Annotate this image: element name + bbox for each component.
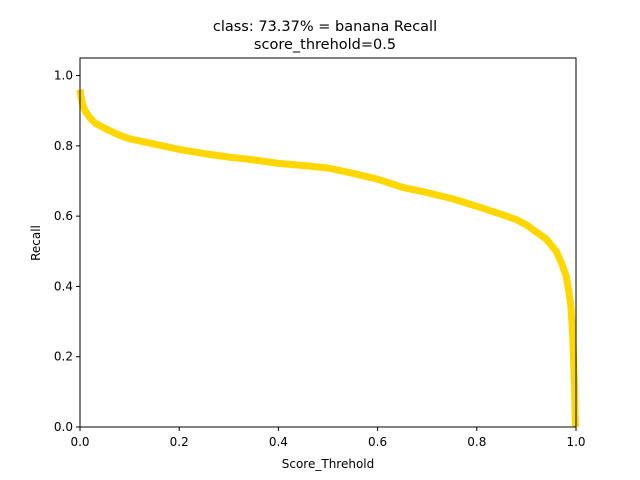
y-tick-label: 0.0: [54, 420, 73, 434]
recall-series-line-0: [76, 89, 579, 428]
axes-frame: [79, 57, 577, 428]
x-tick-label: 0.8: [467, 435, 486, 449]
y-axis-label: Recall: [29, 225, 43, 261]
x-tick-label: 0.2: [170, 435, 189, 449]
x-tick-label: 0.4: [269, 435, 288, 449]
x-tick-label: 0.6: [368, 435, 387, 449]
plot-area: [76, 89, 579, 428]
y-tick-label: 0.2: [54, 350, 73, 364]
x-axis-label: Score_Threhold: [282, 457, 375, 471]
chart-title-line1: class: 73.37% = banana Recall: [213, 19, 437, 35]
y-axis: 0.0 0.2 0.4 0.6 0.8 1.0: [54, 69, 80, 434]
y-tick-label: 0.6: [54, 209, 73, 223]
x-tick-label: 1.0: [566, 435, 585, 449]
chart-title-line2: score_threhold=0.5: [254, 37, 396, 53]
y-tick-label: 0.4: [54, 279, 73, 293]
y-tick-label: 0.8: [54, 139, 73, 153]
x-tick-label: 0.0: [70, 435, 89, 449]
x-axis: 0.0 0.2 0.4 0.6 0.8 1.0: [70, 427, 586, 449]
y-tick-label: 1.0: [54, 69, 73, 83]
